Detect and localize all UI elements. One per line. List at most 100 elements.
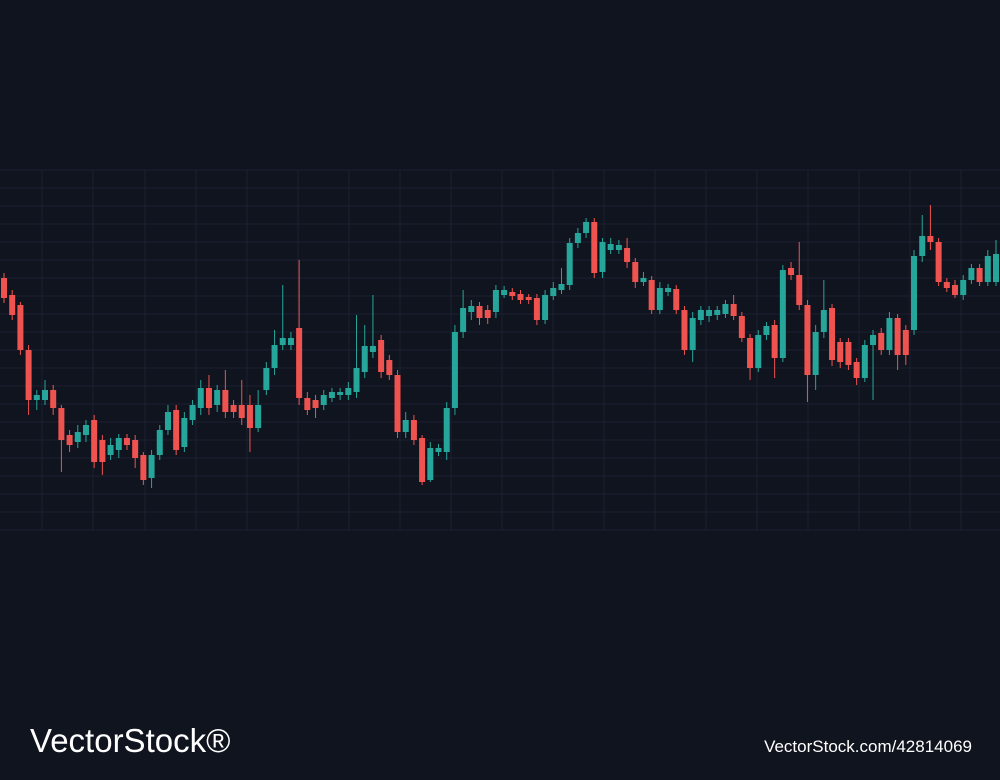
candle-body <box>66 435 73 445</box>
candle-body <box>17 305 24 350</box>
candle-body <box>50 390 57 408</box>
candle-body <box>214 390 221 405</box>
candle-body <box>238 405 245 418</box>
candle-body <box>451 332 458 408</box>
candle-body <box>91 420 98 462</box>
horizontal-grid <box>0 169 1000 531</box>
candle-body <box>394 375 401 432</box>
candle-body <box>435 448 442 452</box>
candle-body <box>673 289 680 310</box>
candle-body <box>509 292 516 296</box>
candle-body <box>738 316 745 338</box>
candle-body <box>542 295 549 320</box>
candle-body <box>558 284 565 290</box>
candle-body <box>156 430 163 455</box>
candle-body <box>271 345 278 368</box>
candle-body <box>82 425 89 435</box>
candle-body <box>378 340 385 372</box>
candle-body <box>255 405 262 428</box>
candle-body <box>181 418 188 447</box>
candle-body <box>386 360 393 375</box>
candle-body <box>107 445 114 455</box>
candle-body <box>632 262 639 282</box>
candle-body <box>583 222 590 233</box>
candle-body <box>911 256 918 330</box>
candle-body <box>476 306 483 318</box>
candle-body <box>419 438 426 482</box>
candle-body <box>878 333 885 350</box>
candle-body <box>533 298 540 320</box>
candle-body <box>353 368 360 392</box>
candle-body <box>730 304 737 316</box>
candle-body <box>345 388 352 395</box>
candle-body <box>205 388 212 408</box>
candle-body <box>123 438 130 445</box>
candle-body <box>41 390 48 400</box>
candle-body <box>574 233 581 243</box>
candle-body <box>279 338 286 345</box>
candle-body <box>517 294 524 300</box>
candle-body <box>993 254 999 282</box>
candle-body <box>197 388 204 408</box>
candle-body <box>927 236 934 242</box>
candle-body <box>624 248 631 262</box>
candle-body <box>648 280 655 310</box>
candle-body <box>755 335 762 368</box>
candle-body <box>402 420 409 432</box>
candle-body <box>771 325 778 358</box>
candle-body <box>894 318 901 355</box>
watermark-id: VectorStock.com/42814069 <box>764 737 972 756</box>
candle-body <box>812 332 819 375</box>
candle-body <box>443 408 450 452</box>
candle-body <box>870 335 877 345</box>
candle-body <box>484 310 491 318</box>
candle-body <box>935 242 942 282</box>
candles <box>1 205 999 488</box>
candle-body <box>837 342 844 362</box>
candle-body <box>148 455 155 478</box>
candle-body <box>607 244 614 250</box>
candle-body <box>525 297 532 300</box>
watermark-brand: VectorStock® <box>30 722 230 759</box>
candle-body <box>943 282 950 288</box>
candle-body <box>173 410 180 450</box>
candle-body <box>804 305 811 375</box>
candle-body <box>222 390 229 412</box>
candle-body <box>361 346 368 372</box>
candle-body <box>960 280 967 295</box>
candle-body <box>788 268 795 275</box>
candle-body <box>263 368 270 390</box>
candle-body <box>164 412 171 430</box>
candle-body <box>697 310 704 320</box>
candle-body <box>919 236 926 256</box>
candle-body <box>74 432 81 442</box>
candle-body <box>591 222 598 273</box>
candle-body <box>763 326 770 335</box>
candle-body <box>886 318 893 350</box>
candle-body <box>681 310 688 350</box>
candle-body <box>369 346 376 352</box>
candle-body <box>853 362 860 378</box>
candle-body <box>952 285 959 295</box>
candle-body <box>189 405 196 420</box>
candle-body <box>287 338 294 345</box>
candle-body <box>861 345 868 378</box>
candle-body <box>99 440 106 462</box>
candle-body <box>689 318 696 350</box>
candle-body <box>796 275 803 305</box>
candle-body <box>1 278 7 298</box>
candle-body <box>829 308 836 360</box>
candle-body <box>9 295 16 315</box>
candle-body <box>501 290 508 295</box>
candle-body <box>706 310 713 316</box>
candle-body <box>312 400 319 408</box>
candle-body <box>140 455 147 480</box>
candle-body <box>132 440 139 458</box>
candle-body <box>468 306 475 312</box>
candle-body <box>820 310 827 332</box>
candle-body <box>427 448 434 480</box>
candle-body <box>984 256 991 282</box>
candle-body <box>976 268 983 282</box>
